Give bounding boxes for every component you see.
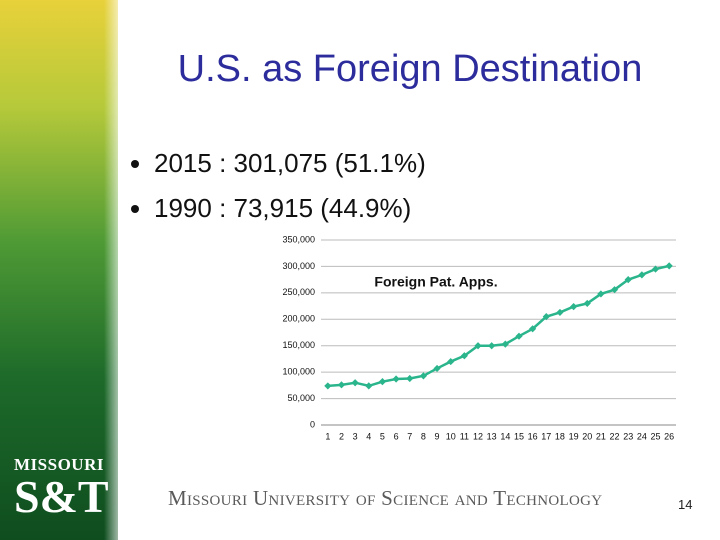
y-tick-label: 100,000 <box>282 367 315 377</box>
x-tick-label: 3 <box>353 431 358 441</box>
x-tick-label: 11 <box>460 431 469 441</box>
marker <box>365 382 373 390</box>
marker <box>569 303 578 311</box>
x-tick-label: 16 <box>528 431 538 441</box>
y-tick-label: 350,000 <box>282 234 315 244</box>
marker <box>324 382 332 390</box>
marker <box>610 286 619 294</box>
marker <box>433 364 441 373</box>
x-tick-label: 22 <box>610 431 620 441</box>
x-tick-label: 24 <box>637 431 647 441</box>
x-tick-label: 26 <box>664 431 674 441</box>
marker <box>488 342 496 350</box>
marker <box>351 379 359 387</box>
x-tick-label: 7 <box>407 431 412 441</box>
x-tick-label: 18 <box>555 431 565 441</box>
marker <box>651 265 660 273</box>
x-tick-label: 10 <box>446 431 456 441</box>
x-tick-label: 17 <box>541 431 551 441</box>
y-tick-label: 300,000 <box>282 261 315 271</box>
x-tick-label: 13 <box>487 431 497 441</box>
x-tick-label: 8 <box>421 431 426 441</box>
x-tick-label: 23 <box>623 431 633 441</box>
marker <box>515 332 523 340</box>
x-tick-label: 4 <box>366 431 371 441</box>
marker <box>501 340 509 348</box>
marker <box>392 375 400 383</box>
marker <box>624 276 632 284</box>
marker <box>542 313 550 321</box>
marker <box>378 378 387 386</box>
marker <box>460 352 468 360</box>
bullet-list: 2015 : 301,075 (51.1%) 1990 : 73,915 (44… <box>128 142 426 232</box>
x-tick-label: 25 <box>651 431 661 441</box>
page-number: 14 <box>678 497 693 512</box>
chart-title: Foreign Pat. Apps. <box>374 274 497 290</box>
logo-text: MISSOURI <box>14 455 104 474</box>
y-tick-label: 0 <box>310 419 315 429</box>
x-tick-label: 2 <box>339 431 344 441</box>
marker <box>556 308 564 317</box>
y-tick-label: 250,000 <box>282 287 315 297</box>
side-band: MISSOURI S&T <box>0 0 118 540</box>
y-tick-label: 200,000 <box>282 314 315 324</box>
x-tick-label: 12 <box>473 431 483 441</box>
marker <box>665 262 673 270</box>
marker <box>597 290 605 298</box>
x-tick-label: 15 <box>514 431 524 441</box>
marker <box>419 372 428 380</box>
marker <box>583 299 591 308</box>
slide-title: U.S. as Foreign Destination <box>177 48 643 90</box>
y-tick-label: 150,000 <box>282 340 315 350</box>
x-tick-label: 1 <box>325 431 330 441</box>
marker <box>474 342 482 350</box>
x-tick-label: 6 <box>394 431 399 441</box>
bullet: 1990 : 73,915 (44.9%) <box>154 187 426 232</box>
marker <box>406 374 414 383</box>
bullet: 2015 : 301,075 (51.1%) <box>154 142 426 187</box>
x-tick-label: 20 <box>582 431 592 441</box>
marker <box>529 325 537 333</box>
x-tick-label: 21 <box>596 431 606 441</box>
marker <box>337 381 346 389</box>
y-tick-label: 50,000 <box>287 393 315 403</box>
logo-text: S&T <box>14 471 109 522</box>
x-tick-label: 9 <box>435 431 440 441</box>
marker <box>638 271 646 279</box>
x-tick-label: 19 <box>569 431 579 441</box>
marker <box>447 357 455 366</box>
x-tick-label: 14 <box>500 431 510 441</box>
x-tick-label: 5 <box>380 431 385 441</box>
footer: Missouri University of Science and Techn… <box>168 486 603 510</box>
